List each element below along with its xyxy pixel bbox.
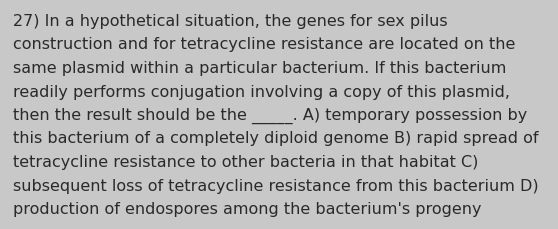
Text: tetracycline resistance to other bacteria in that habitat C): tetracycline resistance to other bacteri… xyxy=(13,154,478,169)
Text: production of endospores among the bacterium's progeny: production of endospores among the bacte… xyxy=(13,201,482,216)
Text: readily performs conjugation involving a copy of this plasmid,: readily performs conjugation involving a… xyxy=(13,84,510,99)
Text: construction and for tetracycline resistance are located on the: construction and for tetracycline resist… xyxy=(13,37,516,52)
Text: subsequent loss of tetracycline resistance from this bacterium D): subsequent loss of tetracycline resistan… xyxy=(13,178,538,193)
Text: then the result should be the _____. A) temporary possession by: then the result should be the _____. A) … xyxy=(13,108,527,124)
Text: this bacterium of a completely diploid genome B) rapid spread of: this bacterium of a completely diploid g… xyxy=(13,131,538,146)
Text: 27) In a hypothetical situation, the genes for sex pilus: 27) In a hypothetical situation, the gen… xyxy=(13,14,448,29)
Text: same plasmid within a particular bacterium. If this bacterium: same plasmid within a particular bacteri… xyxy=(13,61,506,76)
